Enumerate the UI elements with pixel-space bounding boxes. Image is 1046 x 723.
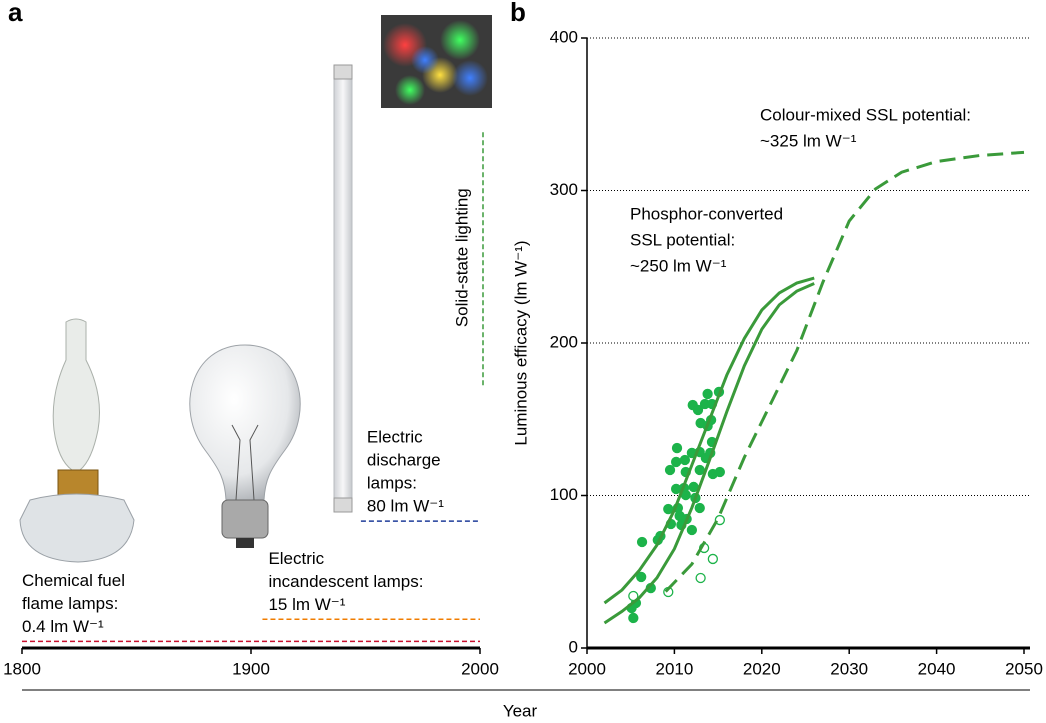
level-label: Electric xyxy=(268,549,324,568)
level-label: Electric xyxy=(367,428,423,447)
x-tick-label: 1800 xyxy=(3,659,41,678)
panel-label: a xyxy=(8,0,23,27)
data-point xyxy=(702,388,713,400)
level-label: lamps: xyxy=(367,474,417,493)
y-axis-label: Luminous efficacy (lm W⁻¹) xyxy=(511,240,530,445)
data-point xyxy=(664,464,676,476)
data-point xyxy=(714,466,725,478)
data-point xyxy=(688,481,699,493)
data-point xyxy=(707,553,719,565)
annotation: Phosphor-converted xyxy=(630,204,783,223)
led-image xyxy=(381,15,492,108)
light-bulb-image xyxy=(189,344,301,548)
y-tick-label: 200 xyxy=(550,332,578,351)
data-point xyxy=(714,514,725,526)
data-point xyxy=(628,590,639,602)
x-tick-label: 1900 xyxy=(232,659,270,678)
curve xyxy=(603,282,815,625)
data-point xyxy=(636,536,648,548)
data-point xyxy=(695,572,706,584)
x-tick-label: 2000 xyxy=(461,659,499,678)
level-label: 0.4 lm W⁻¹ xyxy=(22,617,104,636)
annotation: SSL potential: xyxy=(630,230,735,249)
data-point xyxy=(679,454,691,466)
oil-lamp-image xyxy=(19,318,135,563)
curve xyxy=(603,276,815,605)
x-tick-label: 2010 xyxy=(655,659,693,678)
y-tick-label: 0 xyxy=(569,637,578,656)
data-point xyxy=(628,612,639,624)
x-tick-label: 2020 xyxy=(743,659,781,678)
data-point xyxy=(694,464,705,476)
data-point xyxy=(671,442,683,454)
y-tick-label: 300 xyxy=(550,180,578,199)
x-axis-label: Year xyxy=(503,701,538,720)
level-label: flame lamps: xyxy=(22,594,118,613)
level-label: Chemical fuel xyxy=(22,571,125,590)
y-tick-label: 400 xyxy=(550,27,578,46)
range-label: Solid-state lighting xyxy=(452,188,471,327)
panel-label: b xyxy=(510,0,526,27)
annotation: ~250 lm W⁻¹ xyxy=(630,256,727,275)
fluorescent-tube-image xyxy=(333,64,353,513)
x-tick-label: 2030 xyxy=(830,659,868,678)
y-tick-label: 100 xyxy=(550,485,578,504)
data-point xyxy=(694,502,705,514)
level-label: discharge xyxy=(367,451,441,470)
data-point xyxy=(670,456,682,468)
data-point xyxy=(636,571,647,583)
x-tick-label: 2050 xyxy=(1005,659,1043,678)
x-tick-label: 2040 xyxy=(918,659,956,678)
data-point xyxy=(692,404,704,416)
level-label: 15 lm W⁻¹ xyxy=(268,595,345,614)
data-point xyxy=(663,503,674,515)
x-tick-label: 2000 xyxy=(568,659,606,678)
annotation: ~325 lm W⁻¹ xyxy=(760,131,857,150)
level-label: 80 lm W⁻¹ xyxy=(367,497,444,516)
curve xyxy=(664,150,1025,593)
annotation: Colour-mixed SSL potential: xyxy=(760,105,971,124)
level-label: incandescent lamps: xyxy=(268,572,423,591)
data-point xyxy=(686,524,698,536)
